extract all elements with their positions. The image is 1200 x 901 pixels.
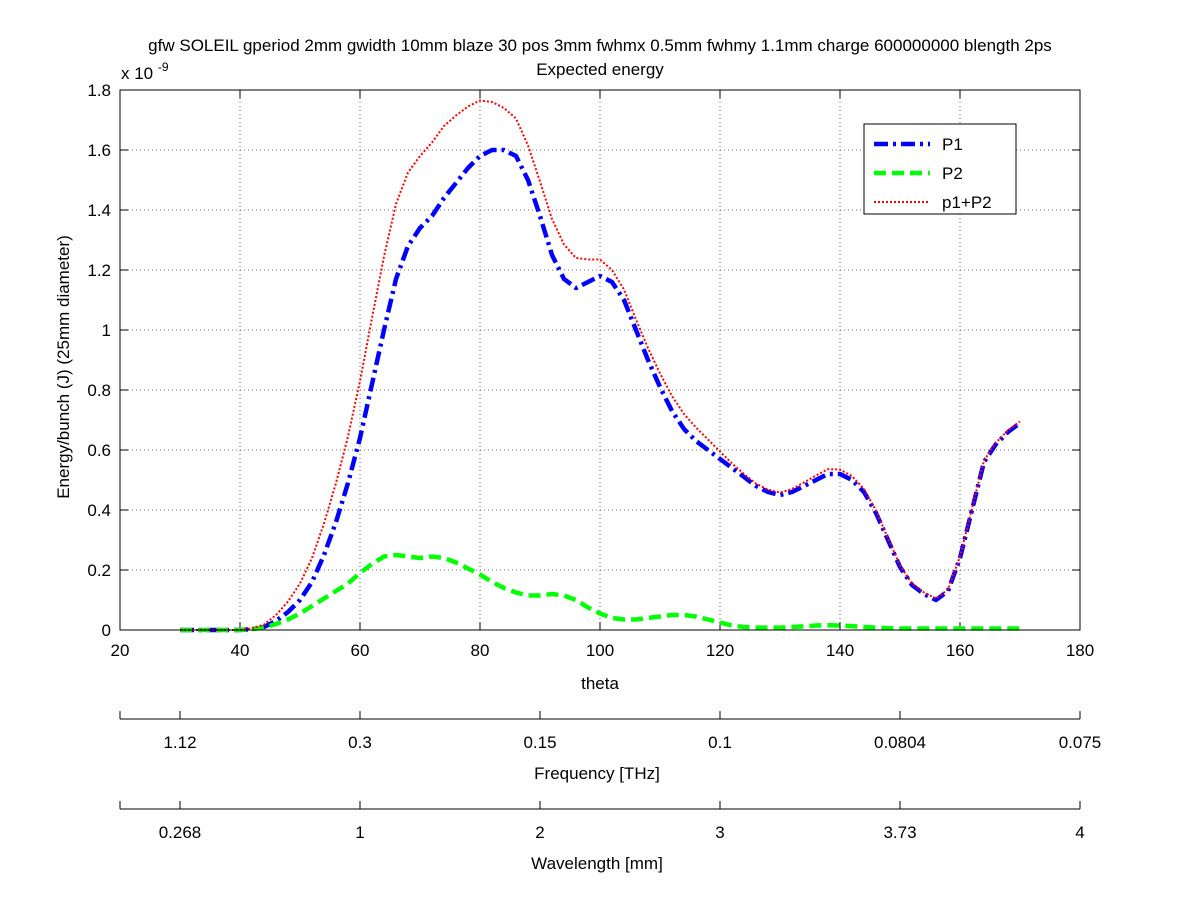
frequency-axis-tick-label: 0.3 — [348, 733, 372, 752]
frequency-axis-tick-label: 0.1 — [708, 733, 732, 752]
grid-lines — [120, 90, 1080, 630]
wavelength-axis-tick-label: 4 — [1075, 823, 1084, 842]
chart-subtitle: Expected energy — [536, 60, 664, 79]
wavelength-axis-tick-label: 1 — [355, 823, 364, 842]
legend-label-p1: P1 — [942, 135, 963, 154]
frequency-axis-tick-label: 1.12 — [163, 733, 196, 752]
frequency-axis-tick-label: 0.15 — [523, 733, 556, 752]
x-tick-label: 140 — [826, 641, 854, 660]
y-axis-label: Energy/bunch (J) (25mm diameter) — [54, 235, 73, 499]
y-tick-label: 0.2 — [87, 561, 111, 580]
plot-border — [119, 89, 1081, 631]
x-tick-label: 100 — [586, 641, 614, 660]
x-tick-label: 80 — [471, 641, 490, 660]
legend-box — [863, 123, 1017, 215]
y-multiplier-exponent: -9 — [158, 60, 169, 74]
x-tick-label: 20 — [111, 641, 130, 660]
y-multiplier-label: x 10 -9 — [121, 60, 169, 83]
frequency-axis: 1.12 0.3 0.15 0.1 0.0804 0.075 — [119, 711, 1102, 752]
x-tick-labels: 20 40 60 80 100 120 140 160 180 — [111, 641, 1095, 660]
wavelength-axis-label: Wavelength [mm] — [531, 854, 663, 873]
y-tick-label: 1.4 — [87, 201, 111, 220]
wavelength-axis-tick-label: 0.268 — [159, 823, 202, 842]
y-tick-label: 0.4 — [87, 501, 111, 520]
x-tick-label: 160 — [946, 641, 974, 660]
y-tick-label: 0.6 — [87, 441, 111, 460]
y-tick-label: 1.8 — [87, 81, 111, 100]
wavelength-axis: 0.268 1 2 3 3.73 4 — [119, 801, 1085, 842]
y-tick-label: 0 — [102, 621, 111, 640]
y-tick-labels: 0 0.2 0.4 0.6 0.8 1 1.2 1.4 1.6 1.8 — [87, 81, 111, 640]
x-tick-label: 40 — [231, 641, 250, 660]
y-tick-label: 0.8 — [87, 381, 111, 400]
frequency-axis-tick-label: 0.075 — [1059, 733, 1102, 752]
legend: P1 P2 p1+P2 — [863, 123, 1017, 215]
legend-label-p2: P2 — [942, 164, 963, 183]
x-tick-label: 180 — [1066, 641, 1094, 660]
chart-title: gfw SOLEIL gperiod 2mm gwidth 10mm blaze… — [148, 36, 1052, 55]
series-layer — [180, 99, 1022, 633]
series-line-p1-p2 — [180, 99, 1021, 631]
x-tick-label: 120 — [706, 641, 734, 660]
series-line-p1 — [180, 147, 1022, 633]
x-axis-label: theta — [581, 674, 619, 693]
series-line-p2 — [180, 552, 1020, 633]
legend-label-p1-p2: p1+P2 — [942, 193, 992, 212]
y-tick-label: 1 — [102, 321, 111, 340]
x-tick-label: 60 — [351, 641, 370, 660]
frequency-axis-label: Frequency [THz] — [534, 764, 660, 783]
wavelength-axis-tick-label: 2 — [535, 823, 544, 842]
y-tick-label: 1.2 — [87, 261, 111, 280]
y-tick-label: 1.6 — [87, 141, 111, 160]
wavelength-axis-tick-label: 3 — [715, 823, 724, 842]
frequency-axis-tick-label: 0.0804 — [874, 733, 926, 752]
wavelength-axis-tick-label: 3.73 — [883, 823, 916, 842]
